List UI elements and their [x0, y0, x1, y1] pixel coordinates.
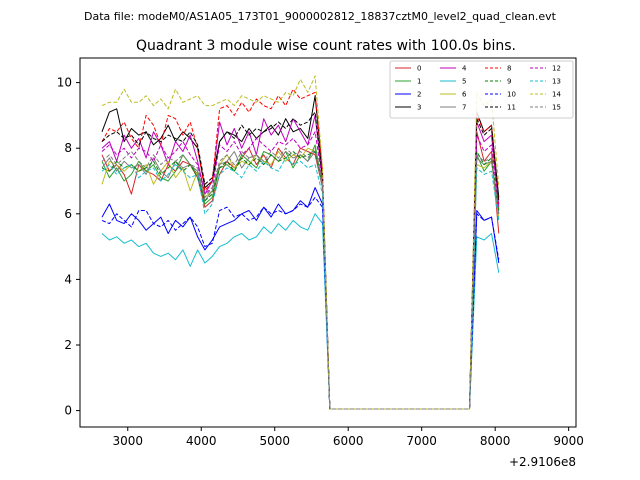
x-tick-label: 5000: [259, 434, 290, 448]
legend-label: 7: [462, 104, 466, 112]
y-tick-label: 0: [64, 404, 72, 418]
legend-item-6: 6: [440, 91, 467, 99]
x-tick-label: 3000: [112, 434, 143, 448]
axes-frame: [79, 57, 577, 428]
legend-item-3: 3: [395, 104, 421, 112]
legend-label: 2: [417, 91, 421, 99]
legend-label: 15: [552, 104, 561, 112]
legend-item-15: 15: [530, 104, 561, 112]
legend-label: 0: [417, 65, 421, 73]
y-tick-label: 4: [64, 272, 72, 286]
chart-title: Quadrant 3 module wise count rates with …: [136, 38, 516, 54]
legend-item-1: 1: [395, 78, 421, 86]
legend-label: 5: [462, 78, 466, 86]
legend-item-14: 14: [530, 91, 561, 99]
legend-item-13: 13: [530, 78, 561, 86]
y-tick-label: 8: [64, 141, 72, 155]
legend-item-5: 5: [440, 78, 466, 86]
y-tick-label: 10: [57, 76, 72, 90]
legend-label: 9: [507, 78, 511, 86]
legend-item-4: 4: [440, 65, 467, 73]
x-tick-label: 8000: [480, 434, 511, 448]
legend-label: 1: [417, 78, 421, 86]
x-tick-label: 7000: [406, 434, 437, 448]
series-line-15: [101, 147, 500, 410]
legend-label: 8: [507, 65, 511, 73]
legend-item-8: 8: [485, 65, 511, 73]
legend-item-7: 7: [440, 104, 466, 112]
figure-suptitle: Data file: modeM0/AS1A05_173T01_90000028…: [84, 10, 557, 23]
y-tick-label: 6: [64, 207, 72, 221]
legend-item-12: 12: [530, 65, 561, 73]
legend-item-9: 9: [485, 78, 511, 86]
legend-label: 6: [462, 91, 467, 99]
legend-label: 13: [552, 78, 561, 86]
legend-label: 11: [507, 104, 516, 112]
legend-label: 10: [507, 91, 516, 99]
series-layer: [101, 75, 500, 410]
legend-item-0: 0: [395, 65, 421, 73]
x-axis: 3000 4000 5000 6000 7000 8000 9000: [112, 427, 584, 448]
x-tick-label: 9000: [553, 434, 584, 448]
legend-item-11: 11: [485, 104, 516, 112]
legend-label: 14: [552, 91, 561, 99]
legend-label: 12: [552, 65, 561, 73]
legend-label: 3: [417, 104, 421, 112]
x-tick-label: 4000: [186, 434, 217, 448]
y-tick-label: 2: [64, 338, 72, 352]
legend-label: 4: [462, 65, 467, 73]
legend-item-2: 2: [395, 91, 421, 99]
x-tick-label: 6000: [333, 434, 364, 448]
series-line-14: [101, 75, 500, 410]
y-axis: 0 2 4 6 8 10: [57, 76, 80, 418]
x-offset-label: +2.9106e8: [509, 455, 576, 469]
legend-frame: [389, 60, 574, 119]
legend-item-10: 10: [485, 91, 516, 99]
